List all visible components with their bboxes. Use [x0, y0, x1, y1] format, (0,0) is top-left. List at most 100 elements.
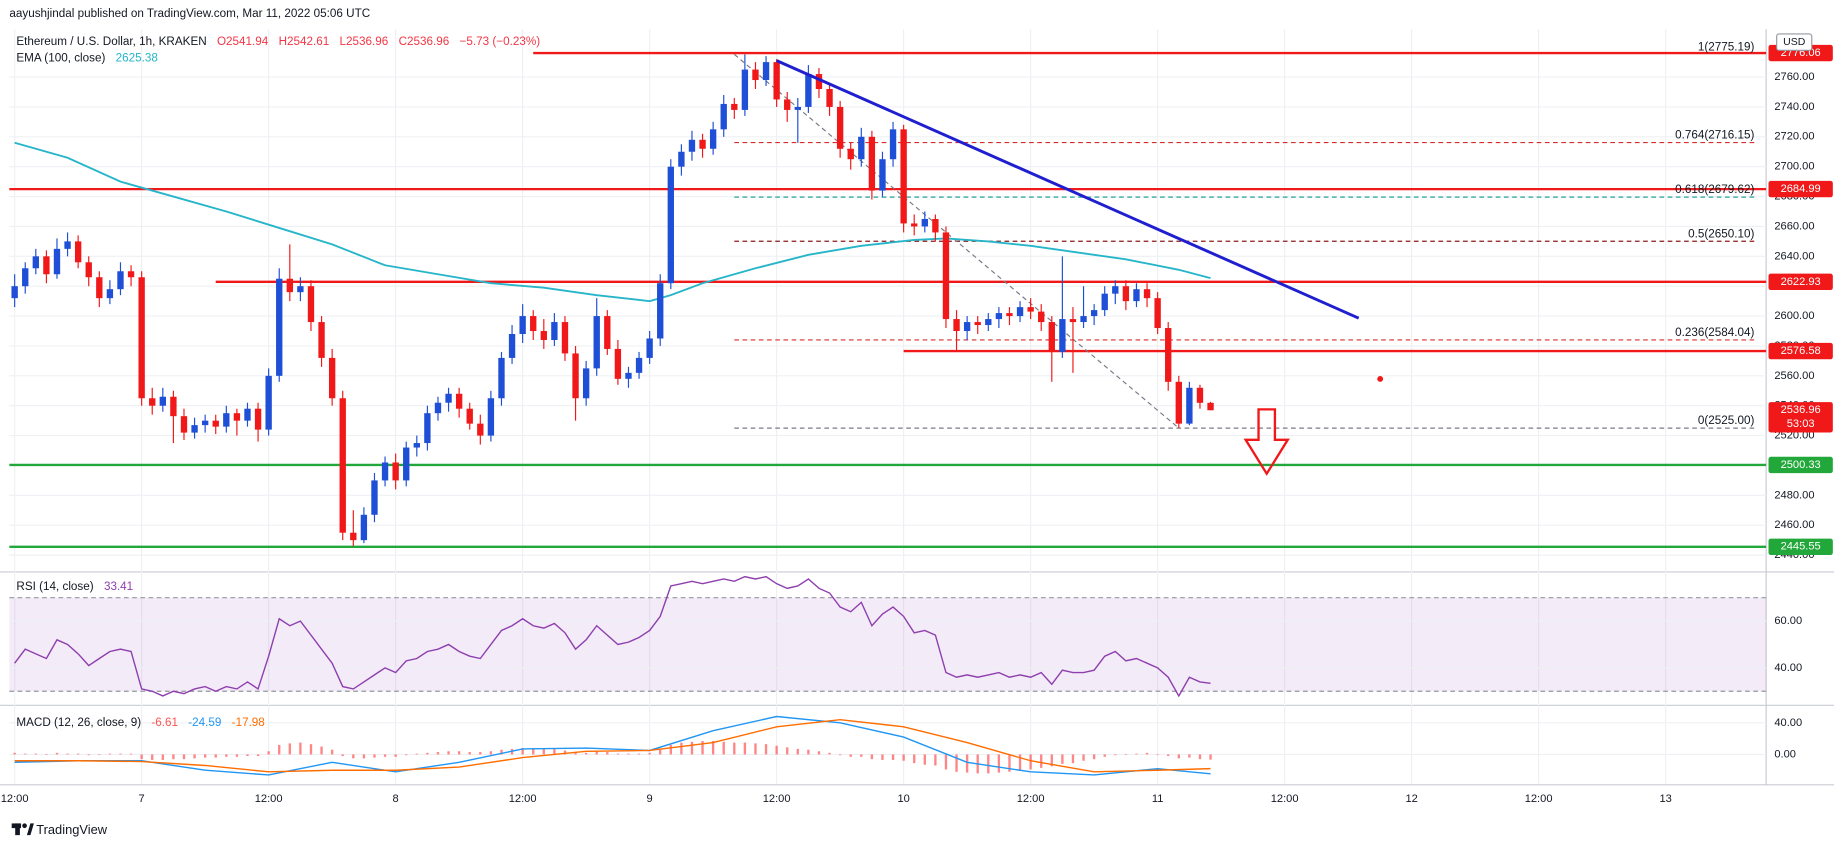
macd-histogram-bar: [584, 752, 588, 755]
macd-histogram-bar: [891, 754, 895, 760]
macd-histogram-bar: [902, 754, 905, 761]
candle-body: [201, 420, 209, 426]
macd-histogram-bar: [595, 751, 598, 755]
rsi-tick-label: 40.00: [1774, 662, 1802, 674]
y-tick-label: 2700.00: [1774, 161, 1814, 173]
macd-histogram-bar: [997, 754, 1001, 773]
macd-histogram-bar: [542, 748, 545, 755]
candle-body: [953, 319, 960, 332]
level-price-label-bg: [1768, 342, 1833, 360]
macd-histogram-bar: [1050, 754, 1053, 767]
macd-histogram-bar: [796, 748, 799, 755]
candle-body: [911, 223, 918, 227]
candle-body: [762, 62, 770, 81]
brand: TradingView: [36, 822, 107, 837]
candle-body: [879, 159, 886, 191]
macd-value: -24.59: [188, 716, 221, 729]
rsi-tick-label: 60.00: [1774, 615, 1802, 627]
rsi-value: 33.41: [104, 580, 133, 593]
macd-histogram-bar: [309, 744, 313, 755]
candle-body: [921, 218, 928, 227]
macd-histogram-bar: [532, 748, 535, 755]
y-tick-label: 2600.00: [1774, 310, 1814, 322]
y-tick-label: 2560.00: [1774, 370, 1814, 382]
macd-histogram-bar: [1061, 754, 1064, 764]
level-price-label-bg: [1768, 538, 1833, 556]
macd-histogram-bar: [690, 741, 694, 755]
candle-body: [1090, 310, 1098, 317]
macd-histogram-bar: [838, 754, 842, 756]
macd-histogram-bar: [828, 752, 831, 755]
macd-histogram-bar: [479, 752, 482, 755]
x-tick-label: 9: [647, 793, 653, 805]
candle-body: [847, 148, 854, 160]
candle-body: [773, 62, 780, 100]
candle-body: [180, 416, 188, 433]
published-note: aayushjindal published on TradingView.co…: [9, 7, 370, 20]
candle-body: [731, 103, 738, 110]
candle-body: [254, 408, 262, 430]
macd-histogram-bar: [87, 754, 90, 756]
macd-histogram-bar: [923, 754, 926, 765]
macd-histogram-bar: [426, 752, 429, 755]
candle-body: [519, 316, 526, 335]
candle-body: [805, 74, 812, 107]
macd-histogram-bar: [754, 743, 757, 755]
macd-histogram-bar: [1124, 754, 1128, 756]
legend: Ethereum / U.S. Dollar, 1h, KRAKEN O2541…: [16, 35, 540, 729]
candle-body: [1016, 307, 1024, 317]
candle-body: [1186, 387, 1193, 424]
macd-line: [14, 715, 1211, 776]
candle-body: [466, 408, 473, 424]
candle-body: [477, 423, 484, 436]
macd-histogram-bar: [648, 752, 651, 755]
candle-body: [678, 151, 685, 167]
macd-histogram-bar: [637, 753, 641, 755]
candle-body: [170, 396, 177, 417]
x-tick-label: 12:00: [1525, 793, 1553, 805]
macd-histogram-bar: [860, 754, 863, 757]
macd-histogram-bar: [881, 754, 884, 760]
macd-histogram-bar: [987, 754, 990, 774]
candle-body: [318, 322, 325, 358]
macd-histogram-bar: [764, 744, 768, 755]
current-price-label: 2536.96: [1781, 404, 1821, 416]
legend-change: −5.73 (−0.23%): [460, 35, 541, 48]
macd-histogram-bar: [256, 754, 260, 757]
macd-histogram-bar: [1071, 754, 1075, 764]
macd-histogram-bar: [362, 754, 366, 759]
candle-body: [1175, 381, 1182, 424]
ema-legend: EMA (100, close) 2625.38: [16, 52, 158, 65]
macd-histogram-bar: [108, 753, 112, 755]
candle-body: [836, 106, 844, 149]
macd-histogram-bar: [140, 754, 143, 760]
candle-body: [286, 278, 293, 293]
macd-histogram-bar: [849, 754, 852, 757]
macd-histogram-bar: [151, 754, 154, 760]
x-tick-label: 12:00: [1271, 793, 1299, 805]
y-tick-label: 2740.00: [1774, 101, 1814, 113]
macd-histogram-bar: [500, 749, 503, 755]
candle-body: [508, 334, 516, 358]
x-tick-label: 7: [139, 793, 145, 805]
candle-body: [635, 357, 643, 373]
candle-body: [1165, 328, 1172, 382]
level-price-label-bg: [1768, 273, 1833, 291]
macd-histogram-bar: [807, 749, 810, 755]
candle-body: [85, 262, 92, 278]
macd-histogram-bar: [563, 750, 567, 755]
fib-label: 0.5(2650.10): [1688, 227, 1754, 240]
rsi-name: RSI (14, close): [16, 580, 93, 593]
macd-histogram-bar: [965, 754, 969, 773]
macd-histogram-bar: [55, 752, 59, 755]
candle-body: [1006, 313, 1013, 317]
macd-histogram-bar: [1167, 754, 1170, 757]
macd-histogram-bar: [119, 753, 122, 755]
candle-body: [64, 241, 71, 249]
macd-histogram-bar: [34, 753, 37, 755]
macd-histogram-bar: [98, 754, 101, 756]
candle-body: [572, 353, 579, 399]
candle-body: [667, 166, 674, 284]
fib-label: 0.764(2716.15): [1675, 129, 1754, 142]
rsi-line: [14, 575, 1211, 698]
